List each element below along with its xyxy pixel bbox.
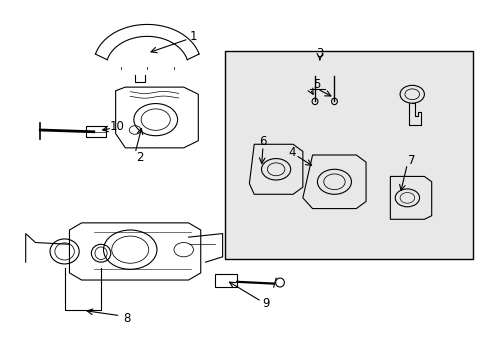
Text: 7: 7	[407, 154, 414, 167]
Text: 9: 9	[262, 297, 269, 310]
Text: 6: 6	[259, 135, 266, 148]
Bar	[224, 51, 472, 258]
Text: 4: 4	[288, 146, 295, 159]
Text: 5: 5	[312, 78, 320, 91]
Text: 2: 2	[136, 151, 143, 165]
Text: 3: 3	[316, 47, 323, 60]
Text: 10: 10	[109, 120, 124, 133]
Text: 8: 8	[123, 312, 130, 325]
Text: 1: 1	[189, 30, 197, 43]
Bar	[86, 126, 106, 137]
Bar	[215, 274, 237, 287]
